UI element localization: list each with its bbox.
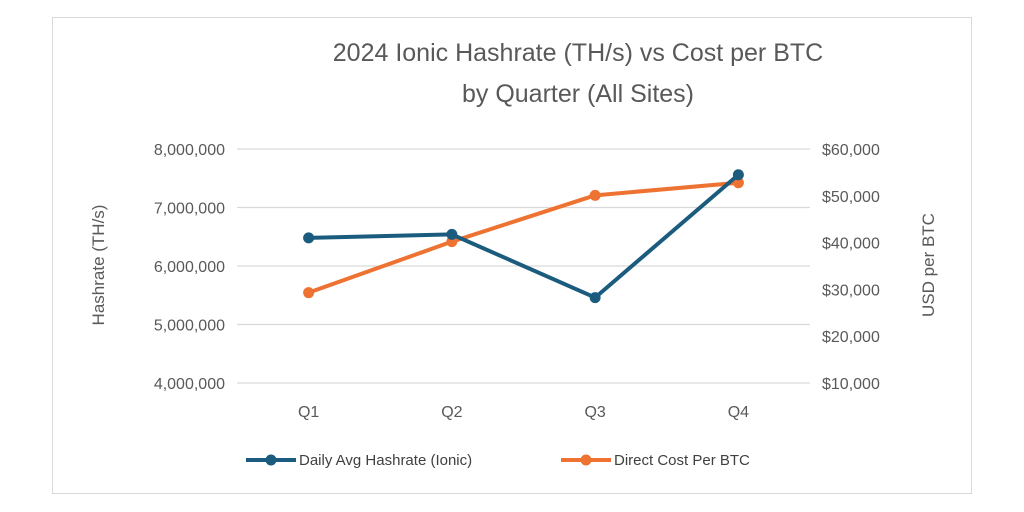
data-point-cost — [732, 177, 744, 189]
legend-item-cost: Direct Cost Per BTC — [561, 452, 750, 469]
legend-label-cost: Direct Cost Per BTC — [614, 452, 750, 469]
chart-frame — [52, 17, 972, 494]
legend-label-hashrate: Daily Avg Hashrate (Ionic) — [299, 452, 472, 469]
data-point-hashrate — [303, 232, 315, 244]
right-axis-ticks: $10,000 $20,000 $30,000 $40,000 $50,000 $60,0… — [822, 142, 880, 393]
legend-item-hashrate: Daily Avg Hashrate (Ionic) — [246, 452, 472, 469]
left-tick-label: 4,000,000 — [154, 376, 225, 393]
legend-marker-cost — [580, 454, 592, 466]
x-tick-label: Q3 — [584, 404, 605, 421]
x-tick-label: Q1 — [298, 404, 319, 421]
x-tick-label: Q4 — [728, 404, 749, 421]
gridlines — [237, 148, 810, 384]
chart-title-line-1: 2024 Ionic Hashrate (TH/s) vs Cost per B… — [333, 39, 823, 67]
left-tick-label: 5,000,000 — [154, 318, 225, 335]
right-tick-label: $20,000 — [822, 329, 880, 346]
left-tick-label: 6,000,000 — [154, 259, 225, 276]
right-tick-label: $10,000 — [822, 376, 880, 393]
right-tick-label: $40,000 — [822, 236, 880, 253]
right-tick-label: $30,000 — [822, 282, 880, 299]
right-tick-label: $50,000 — [822, 189, 880, 206]
x-axis-ticks: Q1 Q2 Q3 Q4 — [298, 404, 749, 421]
right-axis-title: USD per BTC — [919, 213, 938, 317]
x-tick-label: Q2 — [441, 404, 462, 421]
legend: Daily Avg Hashrate (Ionic) Direct Cost P… — [246, 452, 750, 469]
left-tick-label: 7,000,000 — [154, 201, 225, 218]
data-point-hashrate — [732, 169, 744, 181]
left-tick-label: 8,000,000 — [154, 142, 225, 159]
left-axis-ticks: 4,000,000 5,000,000 6,000,000 7,000,000 8,00… — [154, 142, 225, 393]
series-line-hashrate — [306, 172, 741, 300]
left-axis-title: Hashrate (TH/s) — [89, 205, 108, 326]
data-point-cost — [303, 287, 315, 299]
data-point-hashrate — [446, 228, 458, 240]
series-layer — [303, 169, 744, 304]
legend-marker-hashrate — [265, 454, 277, 466]
right-tick-label: $60,000 — [822, 142, 880, 159]
data-point-cost — [589, 189, 601, 201]
series-line-cost — [306, 180, 741, 295]
data-point-hashrate — [589, 292, 601, 304]
chart-title-line-2: by Quarter (All Sites) — [462, 80, 694, 108]
